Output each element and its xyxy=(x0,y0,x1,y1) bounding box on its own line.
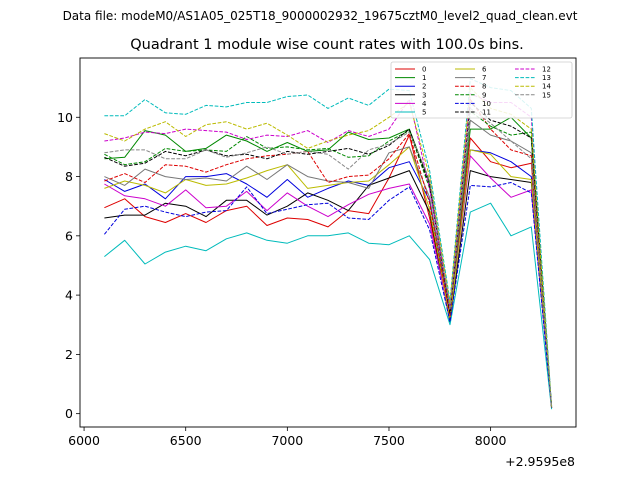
x-tick-label: 6500 xyxy=(170,433,202,448)
x-tick-label: 8000 xyxy=(475,433,507,448)
series-line-13 xyxy=(104,78,553,407)
legend-label-8: 8 xyxy=(482,83,486,91)
series-line-8 xyxy=(104,99,553,408)
series-line-14 xyxy=(104,87,553,408)
y-tick-label: 10 xyxy=(57,110,73,125)
suptitle: Data file: modeM0/AS1A05_025T18_90000029… xyxy=(63,9,578,23)
legend-label-9: 9 xyxy=(482,91,486,99)
legend-label-13: 13 xyxy=(542,74,551,82)
series-line-1 xyxy=(104,116,553,408)
legend-label-11: 11 xyxy=(482,109,491,117)
series-line-4 xyxy=(104,155,553,408)
legend-label-1: 1 xyxy=(422,74,426,82)
legend-label-7: 7 xyxy=(482,74,486,82)
y-tick-label: 6 xyxy=(65,228,73,243)
axes-frame xyxy=(79,57,577,428)
legend-label-14: 14 xyxy=(542,83,551,91)
y-tick-label: 8 xyxy=(65,169,73,184)
series-line-5 xyxy=(104,202,553,410)
series-line-7 xyxy=(104,119,553,408)
x-offset-label: +2.9595e8 xyxy=(505,454,575,469)
legend-label-12: 12 xyxy=(542,66,551,74)
legend-label-15: 15 xyxy=(542,91,551,99)
series-line-6 xyxy=(104,146,553,407)
legend-label-2: 2 xyxy=(422,83,426,91)
plot-area xyxy=(104,78,553,410)
legend-label-10: 10 xyxy=(482,100,491,108)
series-line-0 xyxy=(104,134,553,407)
series-line-9 xyxy=(104,110,553,408)
x-tick-label: 7500 xyxy=(373,433,405,448)
legend-label-6: 6 xyxy=(482,66,487,74)
legend-label-4: 4 xyxy=(422,100,427,108)
series-line-10 xyxy=(104,182,553,408)
legend-box xyxy=(390,61,573,119)
legend-label-5: 5 xyxy=(422,109,426,117)
series-line-3 xyxy=(104,170,553,408)
x-tick-label: 7000 xyxy=(271,433,303,448)
y-tick-label: 4 xyxy=(65,288,73,303)
y-tick-label: 0 xyxy=(65,406,73,421)
legend-label-0: 0 xyxy=(422,66,426,74)
y-tick-label: 2 xyxy=(65,347,73,362)
x-tick-label: 6000 xyxy=(68,433,100,448)
chart-title: Quadrant 1 module wise count rates with … xyxy=(130,37,524,53)
legend-label-3: 3 xyxy=(422,91,426,99)
